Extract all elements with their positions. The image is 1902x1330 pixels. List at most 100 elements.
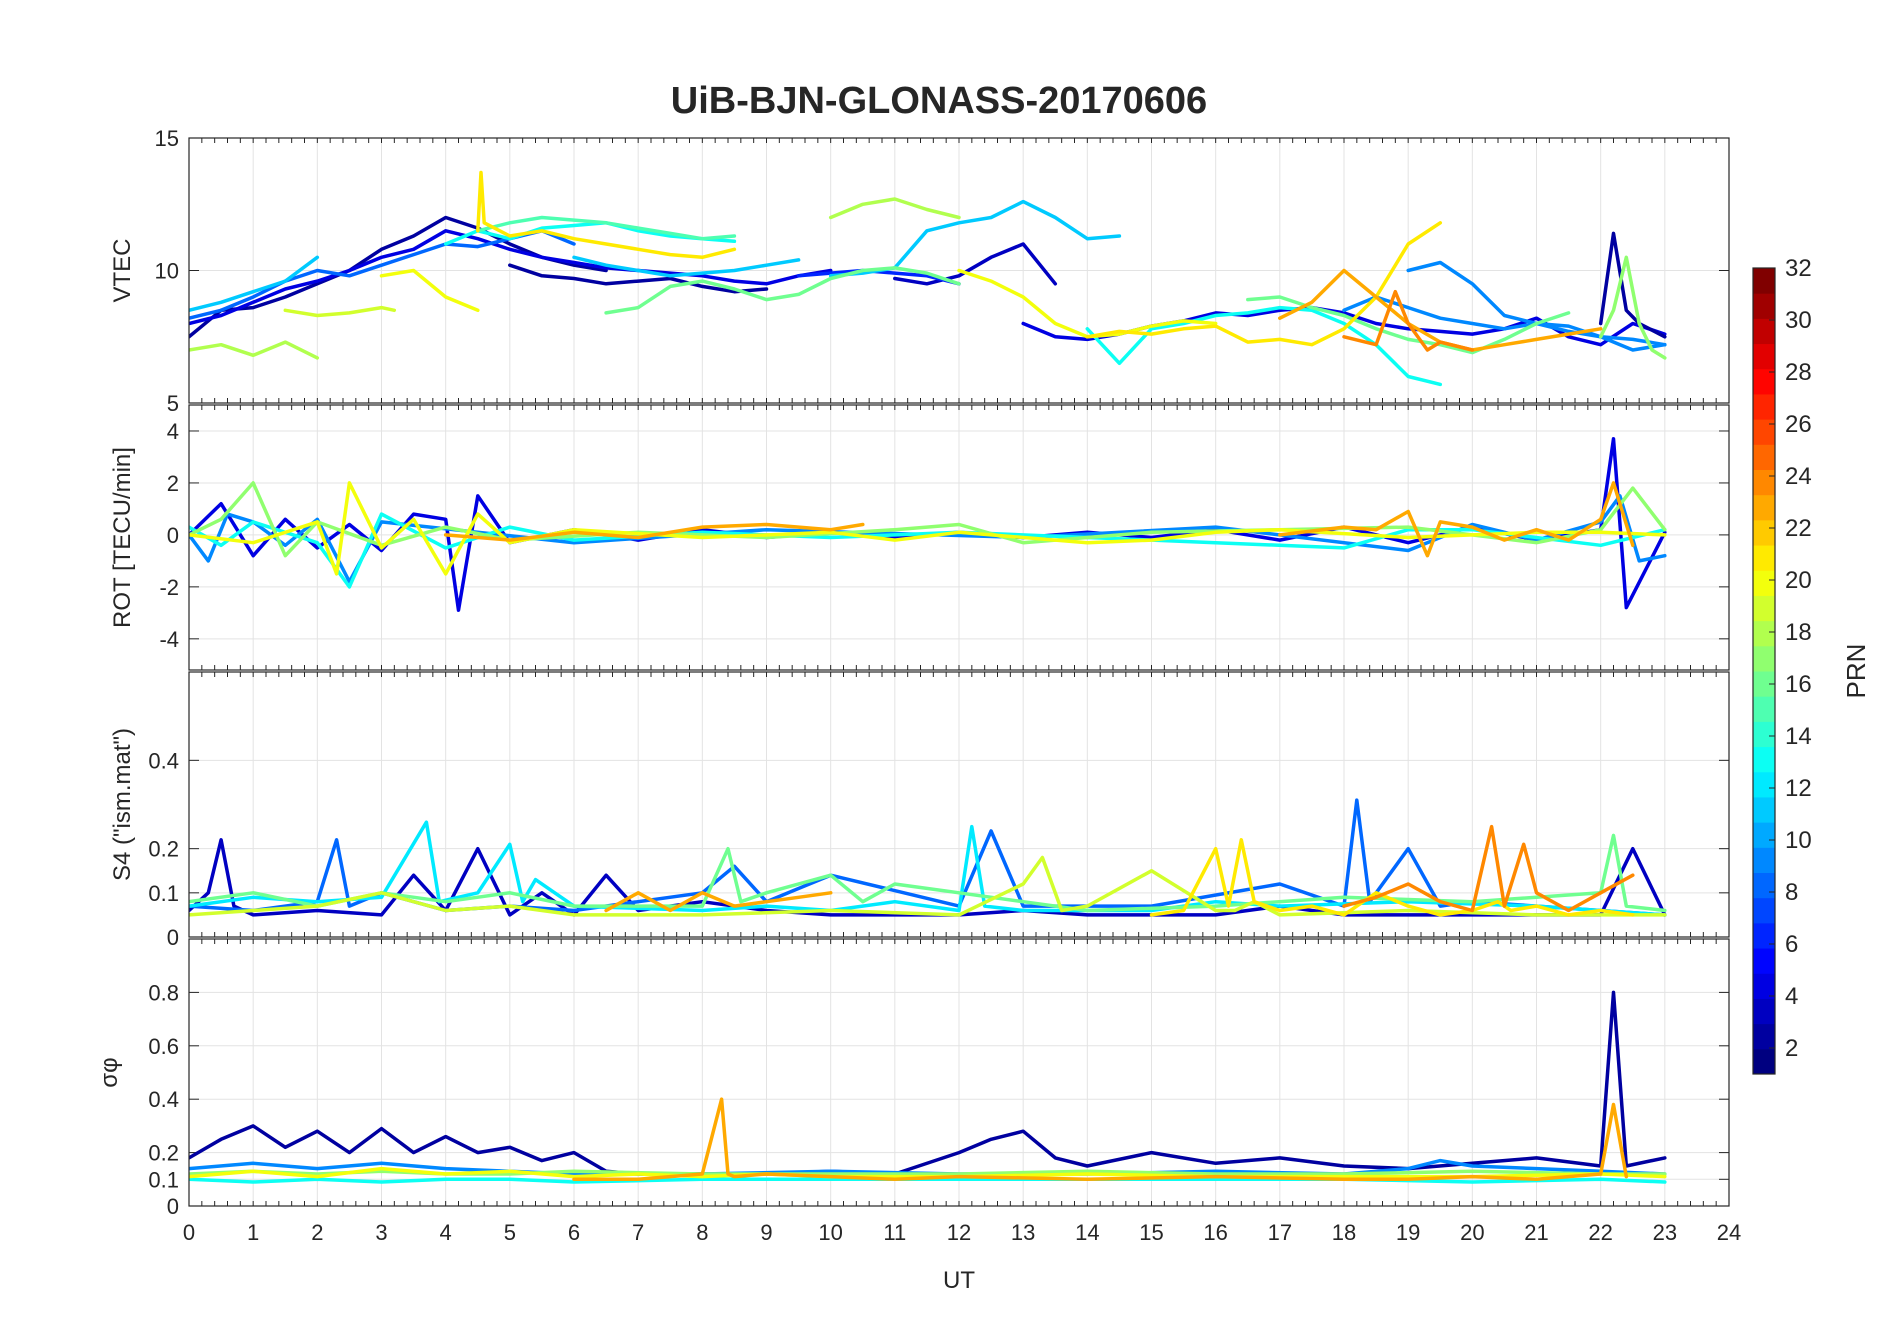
colorbar-label: PRN bbox=[1841, 644, 1871, 699]
colorbar-tick-label: 6 bbox=[1785, 931, 1798, 958]
colorbar-segment bbox=[1753, 595, 1775, 622]
series-line-prn-15 bbox=[476, 215, 737, 241]
colorbar-tick-label: 2 bbox=[1785, 1035, 1798, 1062]
series-line-prn-23 bbox=[1278, 481, 1635, 558]
series-line-prn-11 bbox=[189, 255, 320, 313]
series-line-prn-21 bbox=[476, 170, 737, 260]
x-tick-label: 18 bbox=[1332, 1220, 1356, 1245]
colorbar-tick-label: 32 bbox=[1785, 255, 1812, 282]
x-tick-label: 12 bbox=[947, 1220, 971, 1245]
x-tick-label: 6 bbox=[568, 1220, 580, 1245]
series-line-prn-2 bbox=[508, 263, 769, 294]
colorbar-segment bbox=[1753, 570, 1775, 596]
colorbar-segment bbox=[1753, 368, 1775, 395]
y-tick-label: 0.1 bbox=[148, 1167, 179, 1192]
colorbar-segment bbox=[1753, 922, 1775, 949]
series-line-prn-20 bbox=[379, 268, 480, 313]
y-tick-label: 2 bbox=[167, 471, 179, 496]
y-tick-label: 0.1 bbox=[148, 881, 179, 906]
colorbar-segment bbox=[1753, 268, 1775, 294]
series-line-prn-21 bbox=[1085, 221, 1443, 347]
series-line-prn-19 bbox=[189, 855, 1667, 917]
series-line-prn-23 bbox=[572, 1097, 1629, 1182]
colorbar-segment bbox=[1753, 746, 1775, 773]
colorbar-tick-label: 12 bbox=[1785, 775, 1812, 802]
y-tick-label: 0.4 bbox=[148, 1087, 179, 1112]
y-axis-label: ROT [TECU/min] bbox=[109, 447, 136, 628]
series-line-prn-24 bbox=[1342, 289, 1475, 352]
x-tick-label: 22 bbox=[1588, 1220, 1612, 1245]
colorbar-segment bbox=[1753, 872, 1775, 899]
colorbar-segment bbox=[1753, 671, 1775, 697]
colorbar-segment bbox=[1753, 393, 1775, 420]
series-group bbox=[189, 798, 1667, 917]
axes-box bbox=[188, 938, 1730, 1207]
series-line-prn-19 bbox=[283, 305, 397, 318]
series-line-prn-9 bbox=[1342, 295, 1667, 347]
series-line-prn-11 bbox=[572, 255, 801, 278]
colorbar-tick-label: 30 bbox=[1785, 307, 1812, 334]
y-axis-label: VTEC bbox=[109, 238, 136, 302]
colorbar-segment bbox=[1753, 620, 1775, 647]
colorbar-segment bbox=[1753, 973, 1775, 999]
x-tick-label: 14 bbox=[1075, 1220, 1099, 1245]
y-axis-label: σφ bbox=[96, 1057, 123, 1087]
colorbar-segment bbox=[1753, 469, 1775, 496]
series-group bbox=[189, 990, 1667, 1184]
series-group bbox=[189, 170, 1667, 387]
y-tick-label: 10 bbox=[155, 259, 179, 284]
series-line-prn-13 bbox=[189, 512, 1667, 589]
y-tick-label: 4 bbox=[167, 419, 179, 444]
colorbar-segment bbox=[1753, 444, 1775, 470]
colorbar-segment bbox=[1753, 419, 1775, 445]
colorbar-tick-label: 26 bbox=[1785, 411, 1812, 438]
y-tick-label: 0.8 bbox=[148, 980, 179, 1005]
axes-box bbox=[188, 404, 1730, 671]
y-tick-label: 5 bbox=[167, 391, 179, 416]
panel-1: 5 10 15 VTEC bbox=[109, 126, 1730, 416]
x-tick-label: 10 bbox=[818, 1220, 842, 1245]
series-line-prn-16 bbox=[189, 833, 1667, 913]
panel-2: -4 -2 0 2 4 ROT [TECU/min] bbox=[109, 404, 1730, 671]
colorbar-segment bbox=[1753, 998, 1775, 1025]
panel-4: 00.10.2 0.4 0.6 0.8 σφ bbox=[96, 938, 1730, 1219]
x-tick-label: 24 bbox=[1717, 1220, 1741, 1245]
colorbar-tick-label: 20 bbox=[1785, 567, 1812, 594]
colorbar-tick-label: 8 bbox=[1785, 879, 1798, 906]
series-line-prn-16 bbox=[604, 266, 961, 315]
chart-title: UiB-BJN-GLONASS-20170606 bbox=[671, 80, 1207, 122]
y-tick-label: 0.2 bbox=[148, 1141, 179, 1166]
colorbar-segment bbox=[1753, 318, 1775, 345]
colorbar-segment bbox=[1753, 847, 1775, 873]
colorbar-segment bbox=[1753, 721, 1775, 748]
colorbar-tick-label: 22 bbox=[1785, 515, 1812, 542]
series-line-prn-17 bbox=[1598, 255, 1667, 360]
colorbar-tick-label: 16 bbox=[1785, 671, 1812, 698]
series-line-prn-21 bbox=[1149, 838, 1635, 917]
y-tick-label: 15 bbox=[155, 126, 179, 151]
series-line-prn-23 bbox=[604, 891, 833, 913]
y-tick-label: 0 bbox=[167, 925, 179, 950]
x-axis-label: UT bbox=[943, 1267, 975, 1294]
colorbar-segment bbox=[1753, 494, 1775, 521]
x-tick-label: 19 bbox=[1396, 1220, 1420, 1245]
axes-box bbox=[188, 671, 1730, 938]
y-tick-label: 0 bbox=[167, 523, 179, 548]
series-line-prn-2 bbox=[1598, 231, 1667, 339]
colorbar-segment bbox=[1753, 293, 1775, 319]
series-line-prn-23 bbox=[443, 522, 865, 542]
colorbar-tick-label: 4 bbox=[1785, 983, 1798, 1010]
colorbar-segment bbox=[1753, 1048, 1775, 1075]
y-tick-label: -4 bbox=[159, 627, 179, 652]
x-tick-label: 5 bbox=[504, 1220, 516, 1245]
x-tick-label: 2 bbox=[311, 1220, 323, 1245]
x-tick-label: 17 bbox=[1268, 1220, 1292, 1245]
y-tick-label: 0 bbox=[167, 1194, 179, 1219]
x-tick-label: 7 bbox=[632, 1220, 644, 1245]
x-tick-label: 3 bbox=[375, 1220, 387, 1245]
colorbar-segment bbox=[1753, 519, 1775, 546]
colorbar-segment bbox=[1753, 696, 1775, 722]
